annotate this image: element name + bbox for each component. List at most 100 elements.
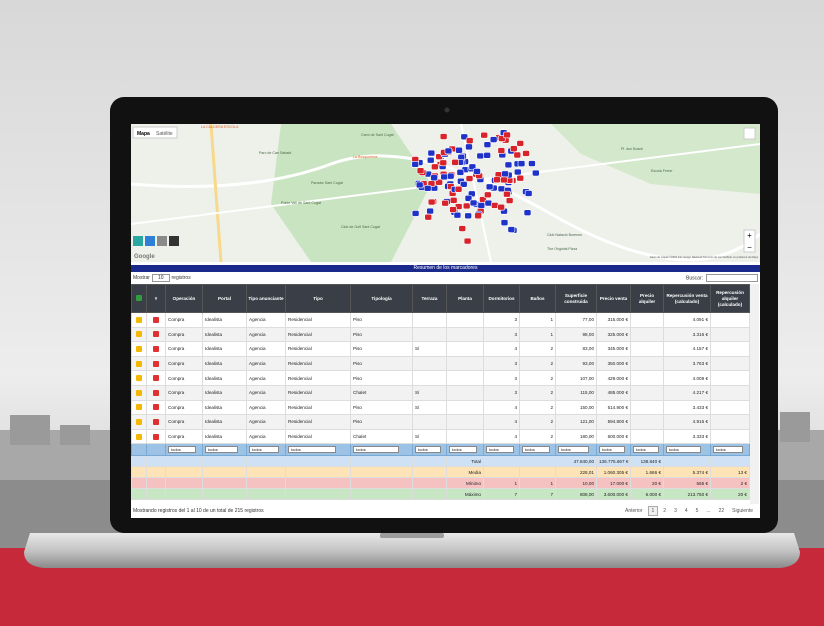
header-cell[interactable]: Superficie construida xyxy=(555,284,597,313)
row-icon[interactable] xyxy=(136,418,142,425)
map-marker[interactable] xyxy=(444,147,453,155)
map-marker[interactable] xyxy=(513,168,522,176)
map-marker[interactable] xyxy=(424,213,433,221)
map-marker[interactable] xyxy=(500,176,508,184)
map-marker[interactable] xyxy=(439,159,448,167)
zoom-control[interactable] xyxy=(743,229,756,253)
map-marker[interactable] xyxy=(427,198,436,206)
map-tool-button[interactable] xyxy=(169,236,179,246)
map-marker[interactable] xyxy=(423,184,432,192)
page-link[interactable]: 3 xyxy=(674,508,677,514)
page-link[interactable]: 5 xyxy=(695,508,699,514)
map-marker[interactable] xyxy=(430,174,438,182)
row-icon[interactable] xyxy=(136,360,142,367)
map-marker[interactable] xyxy=(465,137,474,144)
map-marker[interactable] xyxy=(490,202,499,209)
row-marker[interactable] xyxy=(153,418,159,425)
map-tool-button[interactable] xyxy=(145,236,155,246)
map-marker[interactable] xyxy=(473,168,481,175)
header-cell[interactable]: Precio alquiler xyxy=(630,284,664,313)
zoom-out[interactable]: − xyxy=(747,243,752,252)
row-icon[interactable] xyxy=(136,375,142,382)
map-marker[interactable] xyxy=(416,167,425,175)
map-marker[interactable] xyxy=(480,131,488,139)
map-marker[interactable] xyxy=(469,199,478,207)
map-tool-button[interactable] xyxy=(157,236,167,246)
map-marker[interactable] xyxy=(528,160,536,167)
map-marker[interactable] xyxy=(465,175,474,182)
map-marker[interactable] xyxy=(426,156,435,164)
header-cell[interactable]: Baños xyxy=(519,284,556,313)
map-marker[interactable] xyxy=(532,169,540,177)
row-marker[interactable] xyxy=(153,433,159,440)
filter-select[interactable]: todos xyxy=(666,446,702,454)
row-icon[interactable] xyxy=(136,345,142,352)
map-marker[interactable] xyxy=(455,146,463,154)
row-icon[interactable] xyxy=(136,404,142,411)
map-marker[interactable] xyxy=(517,160,526,167)
map-marker[interactable] xyxy=(497,185,506,193)
map-marker[interactable] xyxy=(483,141,492,148)
fullscreen-button[interactable] xyxy=(743,127,756,140)
map-marker[interactable] xyxy=(501,170,509,178)
header-cell[interactable]: Repercusión alquiler (calculado) xyxy=(710,284,750,313)
map-marker[interactable] xyxy=(522,150,530,157)
filter-select[interactable]: todos xyxy=(205,446,239,454)
filter-select[interactable]: todos xyxy=(288,446,336,454)
map-marker[interactable] xyxy=(411,210,420,217)
map-marker[interactable] xyxy=(451,159,459,166)
row-marker[interactable] xyxy=(153,345,159,352)
filter-select[interactable]: todos xyxy=(415,446,442,454)
zoom-in[interactable]: + xyxy=(747,231,752,240)
page-link[interactable]: Anterior xyxy=(624,508,643,514)
header-cell[interactable]: Planta xyxy=(446,284,484,313)
filter-select[interactable]: todos xyxy=(353,446,399,454)
map-marker[interactable] xyxy=(503,190,511,198)
header-cell[interactable]: Tipo xyxy=(285,284,351,313)
filter-select[interactable]: todos xyxy=(168,446,197,454)
map-marker[interactable] xyxy=(440,173,448,181)
filter-select[interactable]: todos xyxy=(249,446,279,454)
filter-select[interactable]: todos xyxy=(449,446,478,454)
map-marker[interactable] xyxy=(477,202,486,209)
row-marker[interactable] xyxy=(153,389,159,396)
map-marker[interactable] xyxy=(426,207,434,215)
length-select[interactable]: 10 xyxy=(151,274,170,282)
map-marker[interactable] xyxy=(484,191,492,199)
map-marker[interactable] xyxy=(458,225,467,232)
map-marker[interactable] xyxy=(507,226,516,233)
row-icon[interactable] xyxy=(136,316,142,323)
map-marker[interactable] xyxy=(460,133,469,141)
map-marker[interactable] xyxy=(431,163,439,171)
map-marker[interactable] xyxy=(485,183,494,191)
map-marker[interactable] xyxy=(427,149,436,157)
map-marker[interactable] xyxy=(435,178,443,186)
map-marker[interactable] xyxy=(510,145,518,152)
header-cell[interactable]: Tipología xyxy=(350,284,413,313)
page-link[interactable]: 2 xyxy=(663,508,667,514)
map-marker[interactable] xyxy=(524,190,533,197)
row-icon[interactable] xyxy=(136,433,142,440)
page-link[interactable]: 22 xyxy=(718,508,725,514)
page-link[interactable]: Siguiente xyxy=(732,508,753,514)
map-marker[interactable] xyxy=(411,161,420,168)
map-marker[interactable] xyxy=(464,195,473,202)
map-marker[interactable] xyxy=(523,209,532,217)
map-marker[interactable] xyxy=(474,212,482,220)
map-marker[interactable] xyxy=(483,152,491,159)
map-marker[interactable] xyxy=(449,206,457,213)
map-tab[interactable]: Mapa xyxy=(137,131,150,137)
filter-select[interactable]: todos xyxy=(486,446,514,454)
header-cell[interactable]: # xyxy=(146,284,166,313)
map-marker[interactable] xyxy=(516,174,525,182)
map-tab[interactable]: Satélite xyxy=(156,131,173,137)
header-cell[interactable]: Terraza xyxy=(412,284,447,313)
row-icon[interactable] xyxy=(136,331,142,338)
map-marker[interactable] xyxy=(497,147,506,154)
map-marker[interactable] xyxy=(453,211,462,219)
header-cell[interactable]: Precio venta xyxy=(596,284,631,313)
map-marker[interactable] xyxy=(489,136,498,143)
map-marker[interactable] xyxy=(497,203,505,211)
row-marker[interactable] xyxy=(153,331,159,338)
map-marker[interactable] xyxy=(504,161,513,169)
